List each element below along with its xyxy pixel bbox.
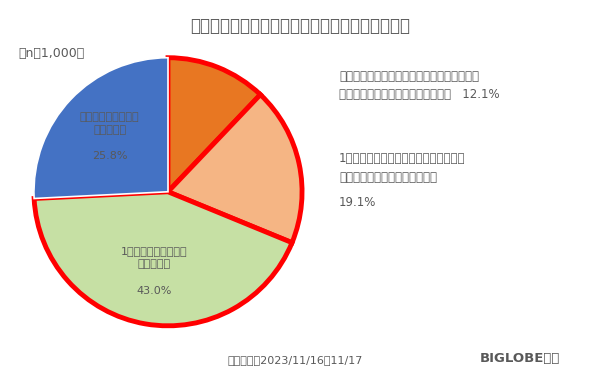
Text: 今までは感じなかったが、最近（ここ数ヶ月: 今までは感じなかったが、最近（ここ数ヶ月 bbox=[339, 70, 479, 83]
Text: 数ヶ月）より不安を感じている: 数ヶ月）より不安を感じている bbox=[339, 171, 437, 184]
Wedge shape bbox=[34, 192, 292, 326]
Text: 1年以上前から不安を
感じている

43.0%: 1年以上前から不安を 感じている 43.0% bbox=[121, 246, 188, 296]
Wedge shape bbox=[168, 58, 260, 192]
Wedge shape bbox=[34, 58, 168, 199]
Text: （n＝1,000）: （n＝1,000） bbox=[18, 47, 84, 60]
Text: 生活に不安を感じる
ことはない

25.8%: 生活に不安を感じる ことはない 25.8% bbox=[80, 112, 140, 161]
Text: 昨今の物価上昇にともない生活に不安を感じるか: 昨今の物価上昇にともない生活に不安を感じるか bbox=[190, 17, 410, 35]
Text: 調査期間：2023/11/16～11/17: 調査期間：2023/11/16～11/17 bbox=[228, 355, 364, 365]
Text: BIGLOBE調べ: BIGLOBE調べ bbox=[480, 352, 560, 365]
Text: 19.1%: 19.1% bbox=[339, 196, 376, 209]
Text: 前から）不安を感じるようになった   12.1%: 前から）不安を感じるようになった 12.1% bbox=[339, 88, 500, 102]
Wedge shape bbox=[168, 95, 302, 243]
Text: 1年以上前から感じていて、最近（ここ: 1年以上前から感じていて、最近（ここ bbox=[339, 152, 466, 165]
